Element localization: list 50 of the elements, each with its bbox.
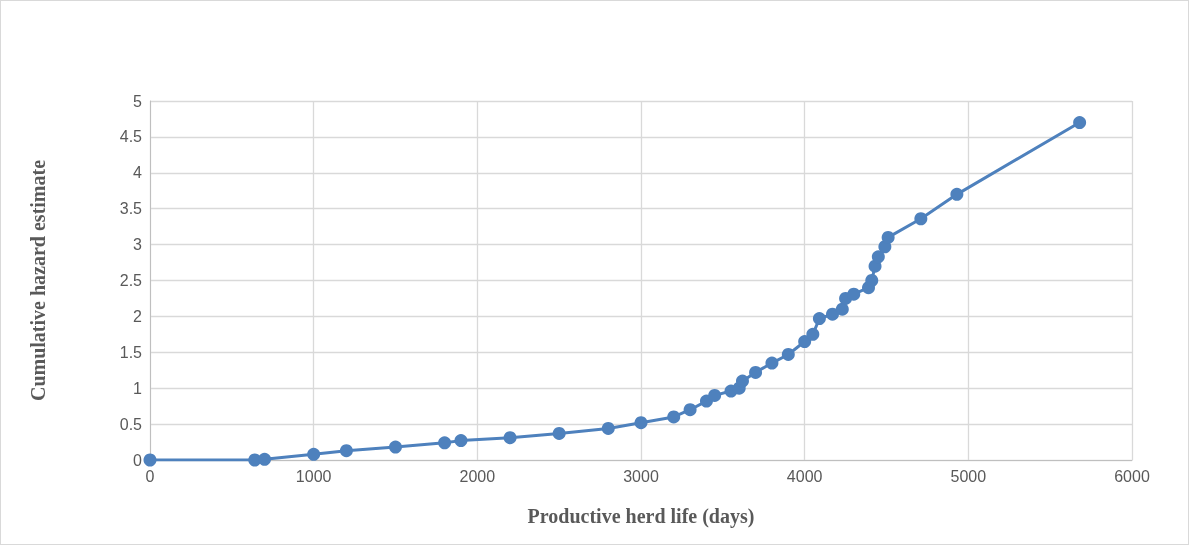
y-tick-label: 2 bbox=[133, 307, 143, 325]
point bbox=[950, 187, 964, 201]
point bbox=[812, 312, 826, 326]
point bbox=[781, 347, 795, 361]
point bbox=[1073, 116, 1087, 130]
x-tick-label: 4000 bbox=[786, 467, 823, 485]
x-tick-label: 3000 bbox=[623, 467, 659, 485]
point bbox=[865, 274, 879, 287]
point bbox=[735, 374, 749, 388]
point bbox=[601, 421, 615, 435]
point bbox=[634, 416, 648, 430]
point bbox=[835, 302, 849, 316]
point bbox=[438, 436, 452, 450]
point bbox=[307, 447, 321, 461]
point bbox=[667, 410, 681, 424]
point bbox=[503, 431, 517, 445]
point bbox=[798, 335, 812, 349]
point bbox=[339, 444, 353, 458]
point bbox=[806, 327, 820, 341]
x-axis-title: Productive herd life (days) bbox=[527, 505, 755, 528]
y-tick-label: 4 bbox=[133, 164, 143, 182]
y-tick-label: 1 bbox=[133, 379, 143, 397]
x-tick-label: 5000 bbox=[950, 467, 987, 485]
point bbox=[389, 440, 402, 454]
point bbox=[552, 426, 566, 440]
point bbox=[708, 388, 722, 402]
x-tick-label: 2000 bbox=[459, 467, 496, 485]
y-tick-label: 2.5 bbox=[119, 272, 143, 289]
point bbox=[765, 356, 779, 370]
y-tick-label: 0 bbox=[133, 451, 143, 469]
y-axis-title: Cumulative hazard estimate bbox=[27, 159, 49, 402]
point bbox=[749, 365, 763, 379]
y-tick-label: 4.5 bbox=[119, 128, 143, 146]
y-tick-label: 3.5 bbox=[119, 200, 143, 218]
point bbox=[454, 434, 468, 448]
point bbox=[258, 452, 272, 466]
point bbox=[914, 212, 928, 226]
point bbox=[826, 307, 839, 321]
x-tick-label: 6000 bbox=[1114, 467, 1150, 485]
y-tick-label: 1.5 bbox=[119, 343, 143, 361]
point bbox=[881, 230, 895, 244]
x-tick-label: 0 bbox=[145, 467, 155, 485]
x-tick-label: 1000 bbox=[295, 467, 332, 485]
y-tick-label: 3 bbox=[133, 236, 143, 254]
point bbox=[871, 250, 885, 264]
y-tick-label: 0.5 bbox=[119, 415, 143, 433]
y-tick-label: 5 bbox=[133, 92, 143, 110]
point bbox=[847, 287, 861, 301]
point bbox=[143, 453, 157, 467]
point bbox=[683, 403, 697, 417]
